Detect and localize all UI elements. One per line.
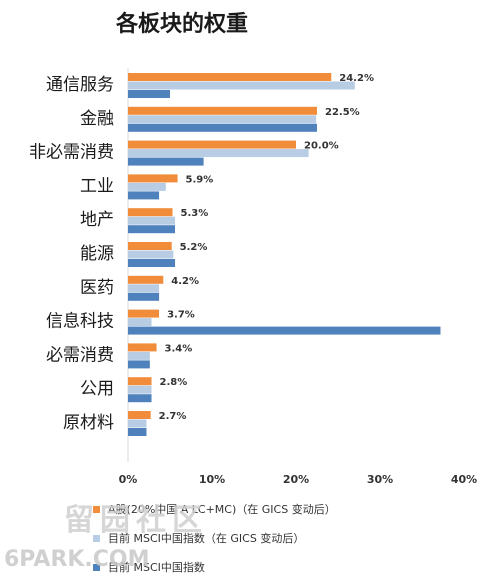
category-label: 原材料 (63, 413, 114, 433)
watermark-text: 留园社区 (64, 503, 208, 538)
bar (128, 428, 147, 436)
bar (128, 275, 164, 284)
bar (128, 259, 176, 267)
bar (128, 182, 166, 191)
bar (128, 250, 174, 259)
bar (128, 73, 332, 81)
data-label: 4.2% (171, 276, 199, 287)
bar (128, 208, 173, 217)
data-label: 3.4% (165, 343, 193, 354)
bar (128, 123, 317, 132)
bar (128, 351, 150, 360)
category-label: 能源 (80, 244, 114, 264)
bar (128, 326, 441, 335)
data-label: 20.0% (304, 141, 339, 152)
plot-area: 通信服务 24.2% 金融 22.5% 非必需消费 20.0% 工业 5.9% 地产 5.3% 能源… (29, 68, 477, 486)
bar (128, 242, 172, 250)
legend-label: A股(20%中国 A LC+MC)（在 GICS 变动后） (108, 502, 336, 516)
chart-title: 各板块的权重 (115, 11, 248, 37)
data-label: 5.9% (186, 174, 214, 185)
data-label: 24.2% (339, 73, 374, 84)
bar (128, 140, 296, 149)
bar (128, 191, 160, 200)
category-label: 金融 (80, 109, 114, 129)
data-label: 3.7% (167, 310, 195, 321)
legend-label: 目前 MSCI中国指数（在 GICS 变动后） (108, 531, 304, 545)
bar (128, 292, 160, 301)
bar (128, 81, 355, 90)
legend: A股(20%中国 A LC+MC)（在 GICS 变动后） 目前 MSCI中国指数… (93, 502, 336, 574)
data-label: 5.2% (180, 242, 208, 253)
bar (128, 394, 152, 403)
bar (128, 377, 152, 386)
category-label: 通信服务 (46, 75, 114, 95)
bar (128, 115, 317, 124)
legend-swatch (93, 535, 100, 542)
legend-swatch (93, 564, 100, 571)
x-tick-label: 0% (119, 473, 138, 486)
bar (128, 318, 152, 327)
bar (128, 309, 160, 318)
bar (128, 343, 157, 352)
category-label: 非必需消费 (29, 143, 114, 163)
bar (128, 90, 170, 98)
bar (128, 360, 150, 369)
bar (128, 419, 147, 428)
data-label: 22.5% (325, 107, 360, 118)
category-label: 必需消费 (46, 345, 114, 365)
watermark: 留园社区 6PARK.COM (4, 503, 208, 572)
category-label: 信息科技 (46, 312, 114, 332)
legend-swatch (93, 506, 100, 513)
category-label: 公用 (80, 379, 114, 399)
bar (128, 174, 178, 183)
x-tick-label: 10% (199, 473, 225, 486)
category-label: 医药 (80, 278, 114, 298)
bar (128, 284, 160, 293)
bar (128, 149, 309, 158)
legend-label: 目前 MSCI中国指数 (108, 560, 205, 574)
watermark-text: 6PARK.COM (4, 547, 150, 572)
bar (128, 106, 317, 115)
bar (128, 411, 151, 419)
x-tick-label: 30% (367, 473, 393, 486)
bar (128, 385, 152, 394)
x-tick-label: 20% (283, 473, 309, 486)
data-label: 2.7% (159, 411, 187, 422)
bar (128, 157, 204, 166)
category-label: 工业 (80, 176, 114, 196)
bar (128, 216, 176, 225)
data-label: 5.3% (181, 208, 209, 219)
data-label: 2.8% (160, 377, 188, 388)
category-label: 地产 (80, 210, 114, 230)
x-tick-label: 40% (451, 473, 477, 486)
bar (128, 225, 176, 234)
